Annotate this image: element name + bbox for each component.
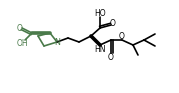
Text: O: O xyxy=(119,32,125,40)
Text: N: N xyxy=(54,37,60,46)
Text: OH: OH xyxy=(16,39,28,48)
Text: O: O xyxy=(110,19,116,28)
Text: O: O xyxy=(108,53,114,61)
Text: HN: HN xyxy=(94,44,106,53)
Text: HO: HO xyxy=(94,8,106,17)
Text: O: O xyxy=(17,24,23,32)
